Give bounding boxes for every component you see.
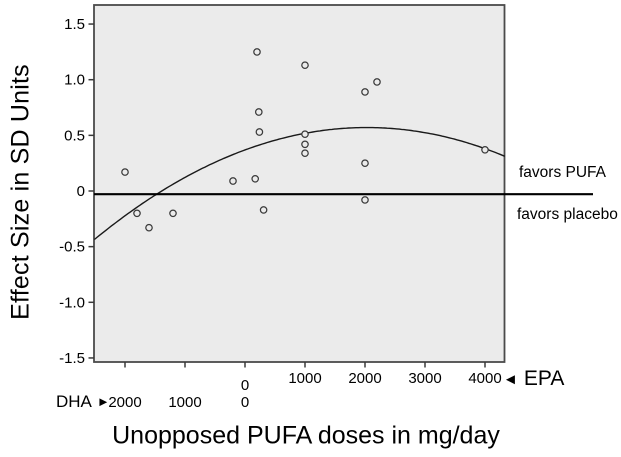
y-tick-label: -1.0 [59,294,85,311]
epa-scale-label: EPA [523,367,565,390]
dha-scale-label: DHA [56,391,92,411]
epa-tick-label: 1000 [288,370,321,387]
data-point [259,206,268,214]
x-axis-title: Unopposed PUFA doses in mg/day [112,421,500,450]
data-point [361,159,369,168]
data-point [361,88,369,96]
y-tick-label: 1.5 [64,16,85,33]
y-tick-label: 0.5 [64,127,85,144]
dha-tick-label: 0 [241,394,249,411]
y-tick-label: -1.5 [59,350,85,367]
epa-tick-label: 0 [241,377,249,394]
left-arrow-icon: ◄ [503,370,518,388]
plot-area [93,4,506,363]
favors-pufa-annotation: favors PUFA [519,164,606,181]
data-point [481,145,489,154]
data-point [301,149,309,158]
y-axis-title: Effect Size in SD Units [6,64,35,320]
data-point [251,174,260,183]
data-point [169,209,177,218]
favors-placebo-annotation: favors placebo [517,206,618,223]
dha-tick-label: 1000 [168,394,201,411]
epa-tick-label: 4000 [468,370,501,387]
right-arrow-icon: ► [96,394,110,409]
dha-tick-label: 2000 [108,394,141,411]
data-point [301,140,309,149]
y-tick-label: 0 [77,183,85,200]
data-point [373,78,381,86]
y-tick-label: 1.0 [64,72,85,89]
data-point [254,108,263,116]
data-point [145,223,153,232]
trend-curve [93,126,506,241]
data-point [121,168,129,176]
data-point [255,128,264,136]
data-point [361,196,369,204]
epa-scale-tag: ◄ EPA [503,367,565,390]
epa-tick-label: 2000 [348,370,381,387]
dha-scale-tag: DHA ► [56,391,110,411]
data-point [133,209,141,218]
data-point [253,48,261,56]
data-point [229,177,237,185]
epa-tick-label: 3000 [408,370,441,387]
data-point [301,61,309,70]
data-point [301,130,309,139]
y-tick-label: -0.5 [59,239,85,256]
